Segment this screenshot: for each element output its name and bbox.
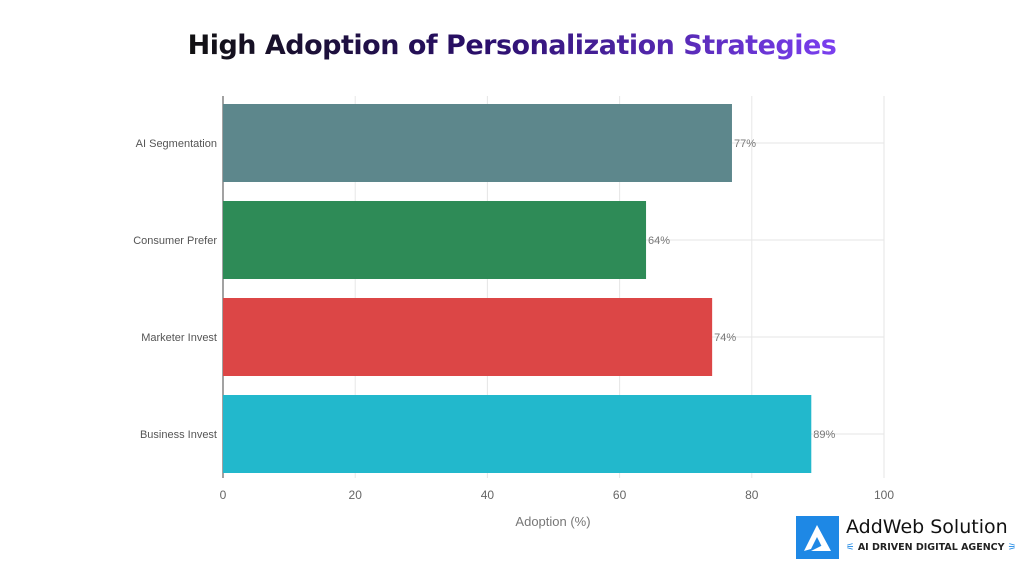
y-tick-label: Business Invest (140, 429, 217, 441)
data-label: 64% (648, 235, 670, 247)
addweb-logo: AddWeb Solution ⚟ AI DRIVEN DIGITAL AGEN… (796, 516, 1020, 560)
x-tick-label: 20 (349, 488, 363, 502)
bar (223, 104, 732, 182)
logo-name: AddWeb Solution (846, 516, 1008, 538)
logo-icon (796, 516, 839, 559)
chart-title: High Adoption of Personalization Strateg… (187, 30, 837, 61)
y-tick-label: AI Segmentation (136, 138, 217, 150)
data-label: 74% (714, 332, 736, 344)
y-tick-label: Consumer Prefer (133, 235, 217, 247)
data-label: 89% (813, 429, 835, 441)
x-tick-label: 40 (481, 488, 495, 502)
x-tick-label: 100 (874, 488, 894, 502)
y-tick-label: Marketer Invest (141, 332, 217, 344)
data-label: 77% (734, 138, 756, 150)
logo-tagline: ⚟ AI DRIVEN DIGITAL AGENCY ⚞ (846, 542, 1017, 553)
bar (223, 298, 713, 376)
x-tick-label: 0 (220, 488, 227, 502)
x-tick-label: 80 (745, 488, 759, 502)
x-tick-label: 60 (613, 488, 627, 502)
bar (223, 395, 812, 473)
bar (223, 201, 647, 279)
x-axis-label: Adoption (%) (515, 514, 590, 529)
